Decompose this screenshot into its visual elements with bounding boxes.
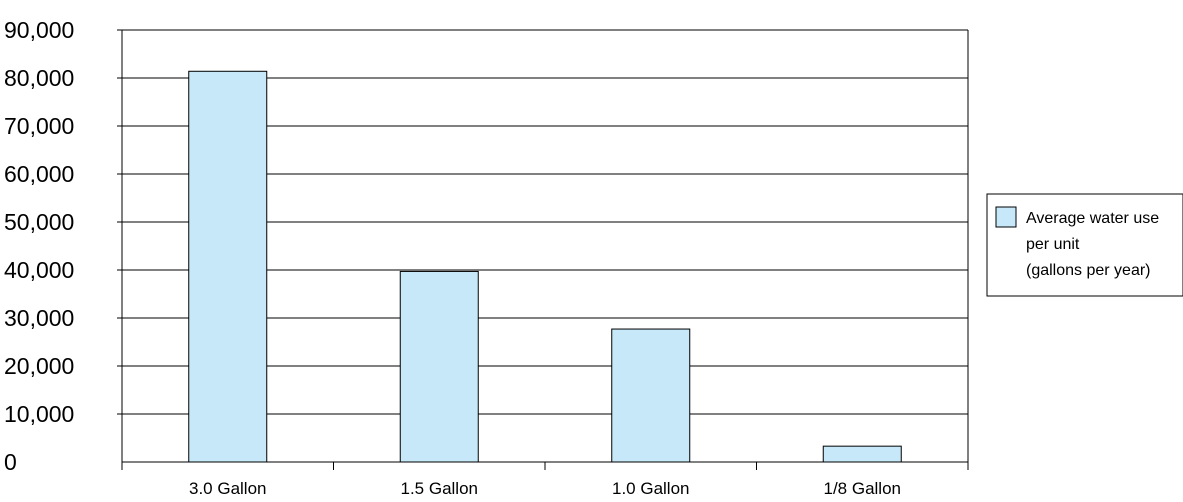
- x-category-labels: 3.0 Gallon 1.5 Gallon 1.0 Gallon 1/8 Gallon: [189, 479, 901, 498]
- bar: [399, 270, 479, 463]
- y-tick-label: 20,000: [4, 353, 74, 379]
- x-category-label: 3.0 Gallon: [189, 479, 267, 498]
- x-category-label: 1/8 Gallon: [824, 479, 902, 498]
- y-tick-label: 60,000: [4, 161, 74, 187]
- legend-line-1: Average water use: [1026, 210, 1159, 227]
- y-tick-label: 70,000: [4, 113, 74, 139]
- x-category-label: 1.5 Gallon: [401, 479, 479, 498]
- y-tick-label: 0: [4, 449, 17, 475]
- legend-line-2: per unit: [1026, 236, 1080, 253]
- y-tick-label: 40,000: [4, 257, 74, 283]
- bars: [188, 70, 902, 463]
- y-tick-label: 90,000: [4, 17, 74, 43]
- legend-line-3: (gallons per year): [1026, 262, 1151, 279]
- legend-box: [986, 193, 1183, 297]
- y-tick-label: 10,000: [4, 401, 74, 427]
- bar: [822, 445, 902, 463]
- legend: Average water use per unit (gallons per …: [986, 193, 1183, 297]
- bar: [611, 328, 691, 463]
- legend-swatch: [995, 206, 1017, 228]
- y-tick-labels: 0 10,000 20,000 30,000 40,000 50,000 60,000 70,…: [4, 17, 74, 475]
- y-tick-label: 30,000: [4, 305, 74, 331]
- bar: [188, 70, 268, 463]
- axes: [121, 29, 969, 470]
- x-category-label: 1.0 Gallon: [612, 479, 690, 498]
- y-tick-label: 50,000: [4, 209, 74, 235]
- y-tick-label: 80,000: [4, 65, 74, 91]
